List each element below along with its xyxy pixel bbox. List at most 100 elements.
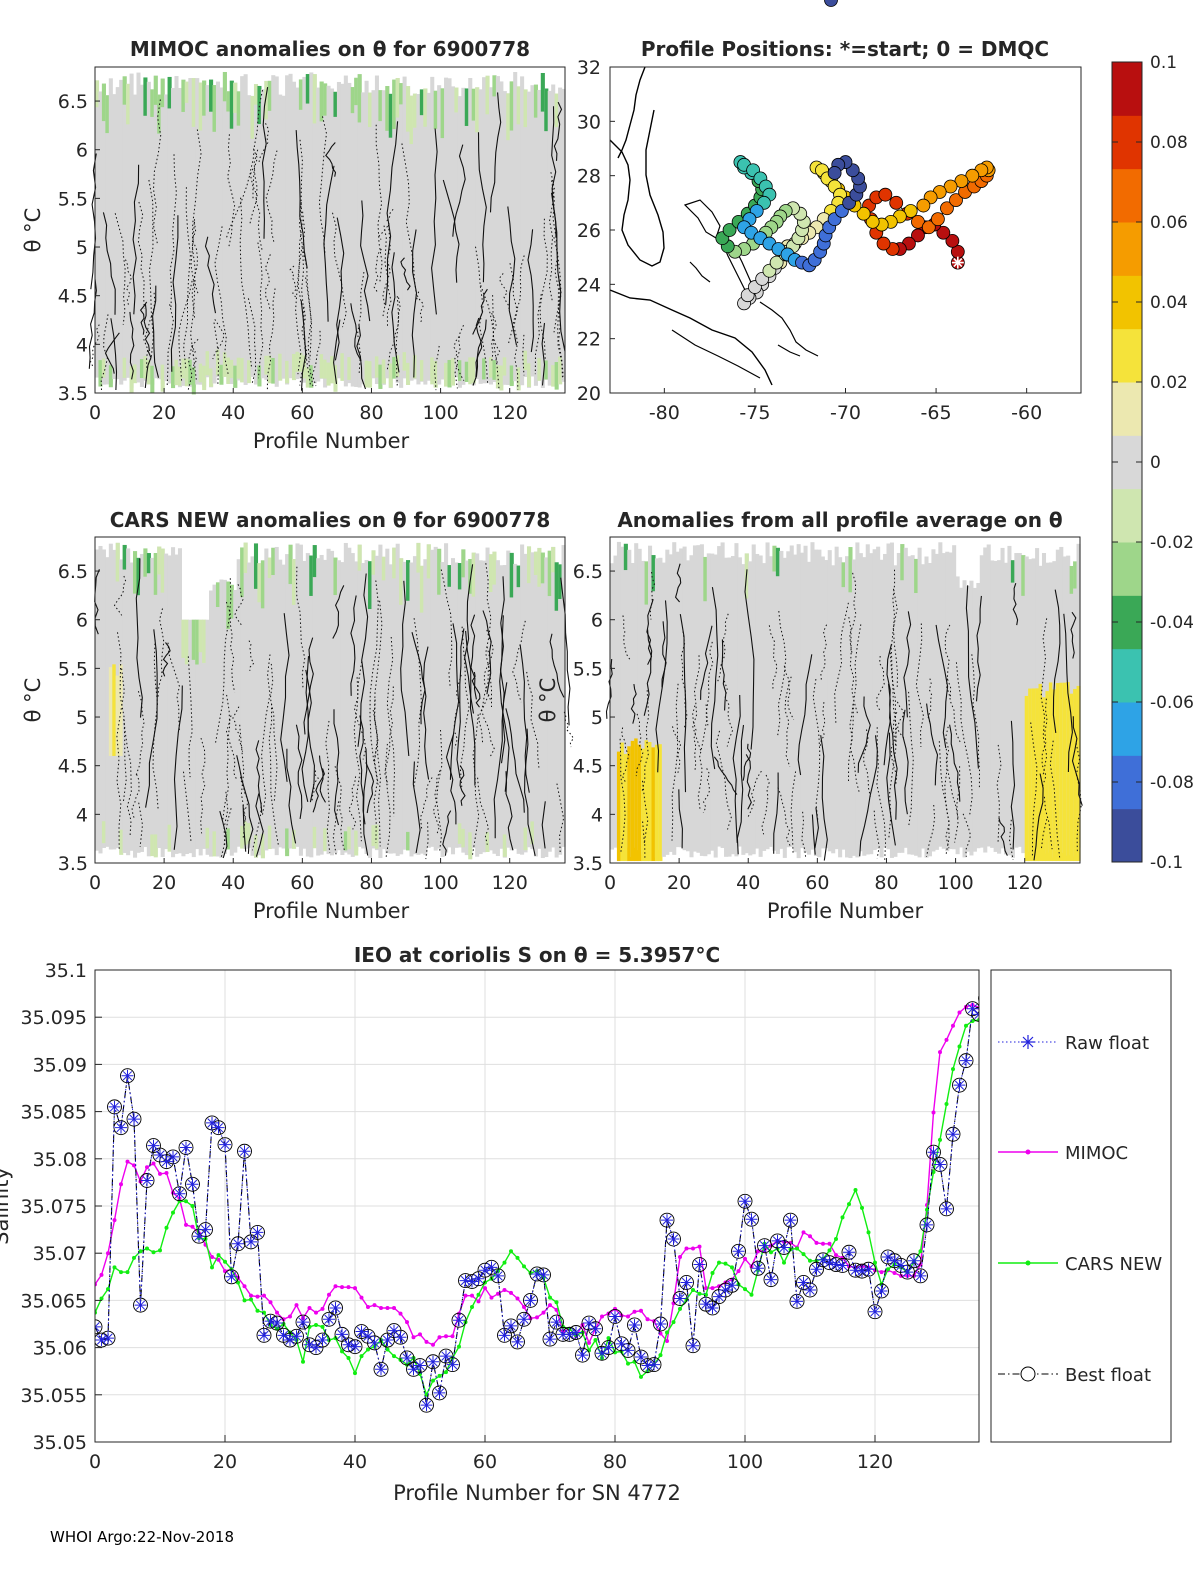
anomaly-cell	[509, 552, 514, 598]
series-point	[697, 1291, 702, 1296]
series-point	[931, 1110, 936, 1115]
contour-line	[357, 573, 369, 747]
series-point	[901, 1266, 914, 1279]
contour-line	[152, 639, 159, 811]
series-point	[418, 1332, 422, 1337]
x-tick-label: 40	[736, 872, 760, 894]
series-point	[927, 1146, 940, 1159]
anomaly-cell	[558, 356, 563, 385]
anomaly-cell	[136, 557, 141, 853]
contour-line	[641, 690, 650, 793]
colorbar-swatch	[1112, 488, 1142, 543]
contour-line	[348, 776, 357, 830]
anomaly-cell	[184, 358, 189, 387]
anomaly-cell	[499, 81, 504, 387]
anomaly-cell	[333, 91, 338, 117]
y-tick-label: 4	[76, 804, 88, 826]
series-point	[154, 1149, 166, 1162]
contour-line	[249, 148, 258, 225]
series-point	[444, 1334, 448, 1339]
avg-x-ticks: 0 20 40 60 80 100 120	[604, 858, 1043, 894]
anomaly-cell	[198, 82, 203, 385]
series-point	[219, 1138, 231, 1151]
anomaly-cell	[164, 94, 169, 382]
anomaly-cell	[872, 549, 877, 851]
series-point	[210, 1265, 214, 1270]
anomaly-cell	[886, 543, 891, 850]
anomaly-cell	[724, 557, 729, 857]
anomaly-cell	[845, 556, 850, 858]
series-point	[242, 1284, 247, 1289]
anomaly-cell	[229, 584, 234, 619]
series-point	[765, 1273, 777, 1286]
series-point	[661, 1214, 673, 1227]
series-point	[875, 1284, 888, 1297]
profile-marker	[940, 201, 954, 216]
contour-line	[200, 737, 206, 834]
contour-line	[522, 334, 525, 376]
anomaly-cell	[1021, 555, 1026, 854]
anomaly-cell	[762, 563, 767, 851]
x-tick-label: 120	[1007, 872, 1043, 894]
series-point	[190, 1224, 195, 1229]
anomaly-cell	[374, 356, 379, 378]
contour-line	[661, 621, 667, 688]
anomaly-cell	[831, 565, 836, 854]
y-tick-label: 3.5	[58, 383, 88, 405]
series-point	[750, 1260, 766, 1276]
anomaly-cell	[260, 560, 265, 609]
anomaly-cell	[447, 78, 452, 388]
anomaly-cell	[457, 823, 462, 844]
series-point	[255, 1294, 260, 1299]
anomaly-cell	[171, 87, 176, 387]
series-point	[112, 1265, 117, 1270]
series-point	[542, 1331, 558, 1347]
profile-marker	[943, 179, 958, 194]
series-point	[362, 1330, 374, 1343]
series-point	[778, 1241, 790, 1254]
mimoc-xlabel: Profile Number	[253, 429, 410, 453]
colorbar-swatch	[1112, 648, 1142, 703]
anomaly-contours	[94, 558, 575, 860]
anomaly-cell	[917, 547, 922, 858]
series-point	[589, 1322, 602, 1335]
anomaly-cell	[955, 576, 960, 855]
anomaly-cell	[298, 79, 303, 379]
x-tick-label: 40	[221, 872, 245, 894]
contour-line	[295, 724, 303, 819]
anomaly-cell	[184, 619, 189, 855]
series-point	[743, 1256, 747, 1261]
anomaly-cell	[900, 544, 905, 581]
anomaly-cell	[544, 88, 549, 132]
anomaly-cell	[191, 619, 196, 660]
contour-line	[299, 306, 308, 386]
anomaly-cell	[285, 828, 290, 857]
anomaly-cell	[385, 86, 390, 131]
contour-line	[178, 280, 193, 381]
anomaly-cell	[385, 86, 390, 379]
contour-line	[1033, 773, 1044, 861]
cars-anomaly-field	[94, 542, 575, 860]
contour-line	[100, 314, 109, 391]
y-tick-label: 26	[577, 220, 601, 242]
anomaly-cell	[364, 360, 369, 388]
anomaly-cell	[253, 84, 259, 385]
anomaly-cell	[319, 81, 324, 122]
anomaly-cell	[378, 544, 383, 859]
series-point	[295, 1314, 311, 1330]
series-point	[99, 1296, 104, 1301]
anomaly-cell	[644, 561, 649, 858]
anomaly-cell	[357, 74, 362, 123]
anomaly-cell	[641, 748, 646, 862]
series-point	[932, 1157, 948, 1172]
anomaly-cell	[526, 363, 532, 388]
anomaly-cell	[865, 544, 870, 855]
anomaly-cell	[374, 75, 379, 385]
anomaly-cell	[150, 89, 155, 117]
anomaly-cell	[240, 547, 245, 848]
anomaly-cell	[416, 542, 421, 573]
anomaly-cell	[257, 365, 262, 387]
anomaly-cell	[983, 547, 988, 853]
y-tick-label: 35.075	[21, 1196, 87, 1218]
anomaly-cell	[157, 94, 162, 380]
